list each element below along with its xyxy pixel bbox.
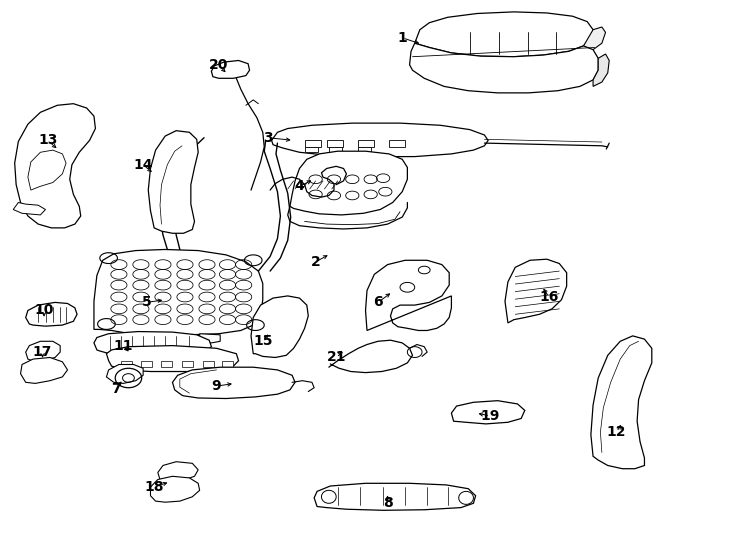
Text: 7: 7 <box>111 382 121 396</box>
Polygon shape <box>366 260 451 330</box>
Text: 16: 16 <box>539 290 559 304</box>
Polygon shape <box>161 361 172 367</box>
Polygon shape <box>358 147 371 152</box>
Polygon shape <box>415 12 593 57</box>
Text: 17: 17 <box>33 345 52 359</box>
Text: 10: 10 <box>34 303 54 318</box>
Polygon shape <box>94 332 211 356</box>
Polygon shape <box>150 476 200 502</box>
Polygon shape <box>106 364 143 383</box>
Polygon shape <box>13 202 46 215</box>
Text: 2: 2 <box>310 255 321 269</box>
Polygon shape <box>505 259 567 323</box>
Polygon shape <box>290 151 407 215</box>
Text: 11: 11 <box>114 339 133 353</box>
Text: 3: 3 <box>263 131 273 145</box>
Polygon shape <box>15 104 95 228</box>
Polygon shape <box>21 357 68 383</box>
Text: 13: 13 <box>38 133 57 147</box>
Polygon shape <box>314 483 476 510</box>
Polygon shape <box>106 346 239 372</box>
Text: 12: 12 <box>607 425 626 439</box>
Text: 9: 9 <box>211 379 222 393</box>
Polygon shape <box>410 43 598 93</box>
Text: 6: 6 <box>373 295 383 309</box>
Polygon shape <box>222 361 233 367</box>
Text: 4: 4 <box>294 179 305 193</box>
Polygon shape <box>28 150 66 190</box>
Polygon shape <box>272 123 488 157</box>
Polygon shape <box>26 302 77 326</box>
Text: 8: 8 <box>382 496 393 510</box>
Polygon shape <box>305 140 321 147</box>
Polygon shape <box>203 361 214 367</box>
Polygon shape <box>172 367 295 399</box>
Text: 15: 15 <box>253 334 272 348</box>
Polygon shape <box>251 296 308 357</box>
Text: 20: 20 <box>209 58 228 72</box>
Polygon shape <box>141 361 152 367</box>
Polygon shape <box>451 401 525 424</box>
Polygon shape <box>584 27 606 51</box>
Polygon shape <box>158 462 198 482</box>
Polygon shape <box>329 147 342 152</box>
Polygon shape <box>305 147 318 152</box>
Text: 21: 21 <box>327 350 346 365</box>
Polygon shape <box>358 140 374 147</box>
Polygon shape <box>26 341 60 361</box>
Polygon shape <box>94 249 263 335</box>
Polygon shape <box>211 60 250 78</box>
Polygon shape <box>121 361 132 367</box>
Text: 19: 19 <box>481 409 500 423</box>
Polygon shape <box>182 361 193 367</box>
Polygon shape <box>200 334 220 343</box>
Polygon shape <box>143 335 165 343</box>
Polygon shape <box>327 140 343 147</box>
Polygon shape <box>593 54 609 86</box>
Text: 18: 18 <box>145 480 164 494</box>
Text: 5: 5 <box>142 295 152 309</box>
Polygon shape <box>148 131 198 233</box>
Text: 14: 14 <box>134 158 153 172</box>
Polygon shape <box>389 140 405 147</box>
Polygon shape <box>591 336 652 469</box>
Text: 1: 1 <box>397 31 407 45</box>
